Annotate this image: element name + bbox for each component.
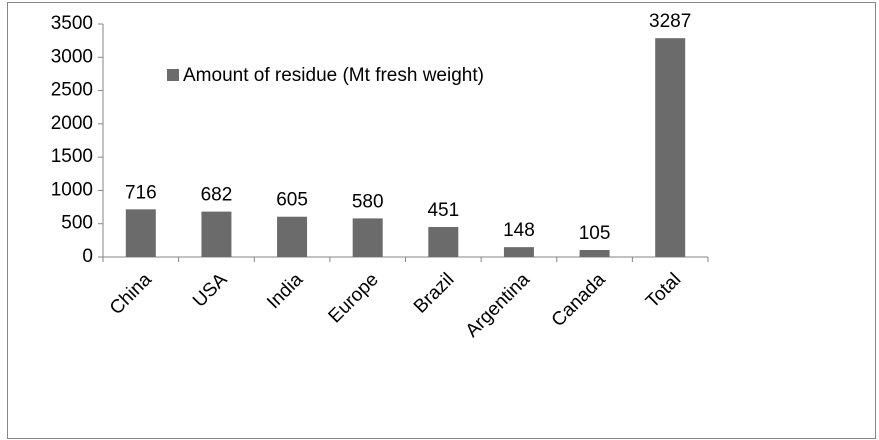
data-label: 580: [352, 191, 384, 212]
data-label: 682: [201, 185, 233, 206]
bar: [428, 226, 459, 257]
y-tick-label: 1500: [51, 146, 93, 167]
legend-swatch: [167, 69, 179, 81]
y-tick-label: 1000: [51, 179, 93, 200]
data-label: 451: [427, 200, 459, 221]
y-tick-label: 2000: [51, 113, 93, 134]
bar: [125, 209, 156, 257]
y-tick-label: 2500: [51, 80, 93, 101]
y-tick-label: 3500: [51, 13, 93, 34]
bar: [352, 218, 383, 257]
data-label: 605: [276, 190, 308, 211]
data-label: 148: [503, 220, 535, 241]
data-label: 716: [125, 182, 157, 203]
bar: [201, 211, 232, 257]
y-tick-label: 0: [82, 246, 93, 267]
bar: [655, 38, 686, 257]
data-label: 3287: [649, 11, 691, 32]
bar: [579, 250, 610, 257]
y-tick-label: 500: [61, 213, 93, 234]
bar: [277, 216, 308, 257]
y-tick-label: 3000: [51, 46, 93, 67]
bar: [503, 247, 534, 257]
data-label: 105: [579, 223, 611, 244]
legend-label: Amount of residue (Mt fresh weight): [183, 65, 484, 86]
